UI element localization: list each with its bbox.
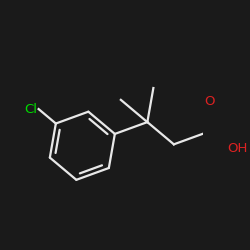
Text: O: O bbox=[205, 95, 215, 108]
Text: OH: OH bbox=[228, 142, 248, 154]
Text: Cl: Cl bbox=[24, 102, 37, 116]
